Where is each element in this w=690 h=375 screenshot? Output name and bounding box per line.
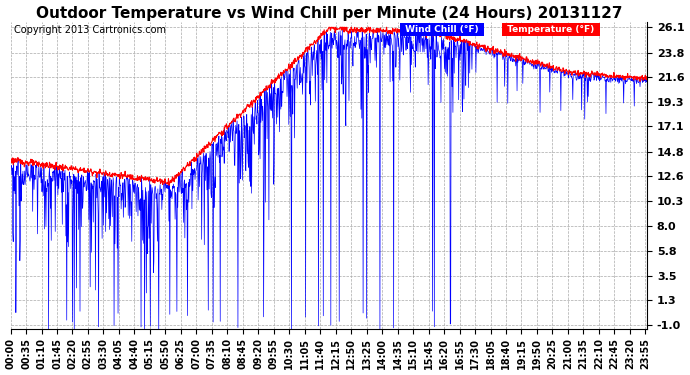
Text: Copyright 2013 Cartronics.com: Copyright 2013 Cartronics.com [14, 25, 166, 35]
Title: Outdoor Temperature vs Wind Chill per Minute (24 Hours) 20131127: Outdoor Temperature vs Wind Chill per Mi… [36, 6, 622, 21]
Text: Temperature (°F): Temperature (°F) [504, 25, 598, 34]
Text: Wind Chill (°F): Wind Chill (°F) [402, 25, 482, 34]
